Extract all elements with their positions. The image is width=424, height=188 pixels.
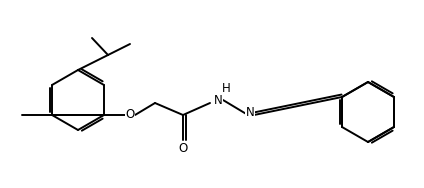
Text: N: N	[245, 106, 254, 120]
Text: O: O	[179, 142, 188, 155]
Text: N: N	[214, 93, 222, 106]
Text: O: O	[126, 108, 135, 121]
Text: H: H	[222, 82, 230, 95]
